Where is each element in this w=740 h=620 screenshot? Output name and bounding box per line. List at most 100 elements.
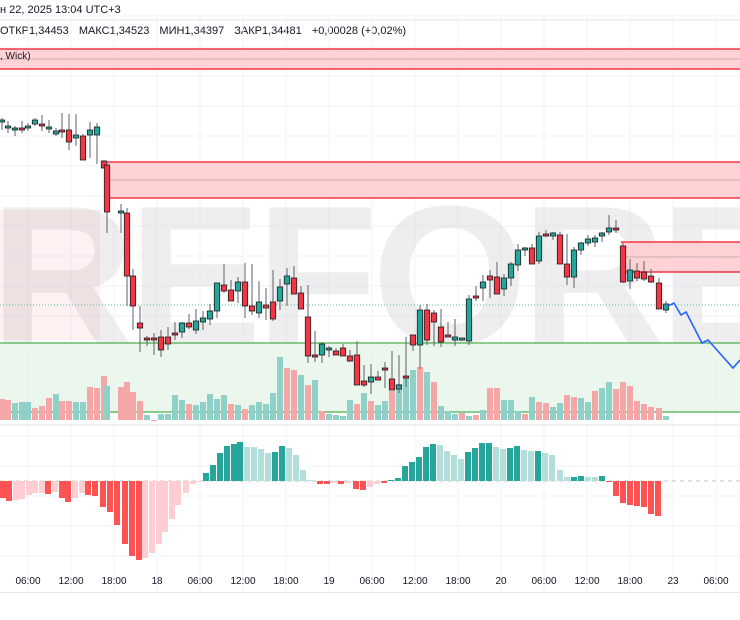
histogram-bar (162, 481, 168, 532)
x-axis-label: 12:00 (230, 576, 256, 587)
forecast-line (667, 301, 740, 370)
x-axis-label: 18:00 (101, 576, 127, 587)
bull-candle (4, 125, 12, 129)
volume-bar (242, 409, 248, 420)
volume-bar (361, 393, 367, 420)
bull-candle (514, 249, 522, 266)
bear-candle (612, 227, 620, 231)
histogram-bar (32, 481, 38, 493)
histogram-bar (521, 450, 527, 481)
volume-bar (368, 401, 374, 420)
bull-candle (276, 286, 284, 302)
histogram-bar (79, 481, 85, 493)
volume-bar (221, 395, 227, 420)
bull-candle (178, 322, 186, 333)
bear-candle (423, 309, 431, 341)
bull-candle (283, 275, 291, 285)
histogram-bar (620, 481, 626, 503)
histogram-bar (52, 481, 58, 492)
bull-candle (521, 247, 529, 251)
volume-bar (228, 404, 234, 420)
volume-bar (165, 414, 171, 420)
bull-candle (52, 130, 60, 135)
bull-candle (662, 303, 670, 311)
histogram-bar (203, 473, 209, 481)
volume-bar (473, 415, 479, 420)
x-axis-label: 18 (151, 576, 163, 587)
histogram-bar (655, 481, 661, 516)
histogram-bar (564, 477, 570, 481)
histogram-bar (169, 481, 175, 519)
bear-candle (437, 326, 445, 343)
histogram-bar (514, 446, 520, 481)
bear-candle (542, 233, 550, 237)
bear-candle (150, 337, 158, 341)
volume-bar (656, 408, 662, 420)
bear-candle (640, 271, 648, 280)
bear-candle (388, 378, 396, 391)
bull-candle (31, 119, 39, 125)
volume-bar (634, 401, 640, 420)
volume-bar (648, 407, 654, 420)
histogram-bar (237, 442, 243, 481)
x-axis-label: 06:00 (359, 576, 385, 587)
volume-bar (606, 382, 612, 420)
volume-bar (347, 400, 353, 420)
volume-bar (186, 404, 192, 420)
bull-candle (479, 281, 487, 289)
bear-candle (185, 322, 193, 328)
volume-bar (5, 400, 11, 420)
x-axis-label: 06:00 (531, 576, 557, 587)
volume-bar (578, 398, 584, 420)
bear-candle (528, 247, 536, 265)
volume-bar (494, 388, 500, 420)
x-axis-label: 20 (495, 576, 507, 587)
bull-candle (395, 384, 403, 390)
histogram-bar (122, 481, 128, 544)
histogram-bar (142, 481, 148, 558)
volume-bar (410, 370, 416, 420)
x-axis-label: 06:00 (703, 576, 729, 587)
histogram-bar (402, 466, 408, 481)
volume-bar (417, 367, 423, 420)
histogram-bar (85, 481, 91, 495)
volume-bar (487, 388, 493, 420)
bear-candle (556, 234, 564, 265)
bear-candle (339, 347, 347, 357)
bull-candle (0, 119, 6, 123)
volume-bar (333, 415, 339, 420)
volume-bar (291, 370, 297, 420)
histogram-bar (634, 481, 640, 506)
x-axis-label: 19 (323, 576, 335, 587)
bull-candle (458, 337, 466, 341)
bear-candle (164, 336, 172, 345)
volume-bar (118, 387, 124, 420)
bear-candle (136, 322, 144, 329)
volume-bar (480, 410, 486, 420)
histogram-bar (331, 481, 337, 483)
volume-bar (389, 391, 395, 420)
histogram-bar (528, 451, 534, 481)
bull-candle (117, 210, 125, 214)
bull-candle (577, 242, 585, 251)
bull-candle (213, 282, 221, 312)
bear-candle (220, 284, 228, 292)
histogram-bar (416, 457, 422, 481)
volume-bar (550, 407, 556, 420)
bull-candle (206, 310, 214, 320)
bear-candle (563, 263, 571, 278)
x-axis-label: 18:00 (617, 576, 643, 587)
volume-bar (326, 414, 332, 420)
volume-bar (424, 372, 430, 420)
volume-bar (585, 402, 591, 420)
volume-bar (12, 403, 18, 420)
histogram-bar (465, 452, 471, 481)
histogram-bar (549, 455, 555, 481)
volume-bar (270, 393, 276, 420)
histogram-bar (592, 477, 598, 481)
bear-candle (472, 295, 480, 299)
histogram-bar (210, 465, 216, 481)
volume-bar (284, 368, 290, 420)
bull-candle (605, 227, 613, 233)
